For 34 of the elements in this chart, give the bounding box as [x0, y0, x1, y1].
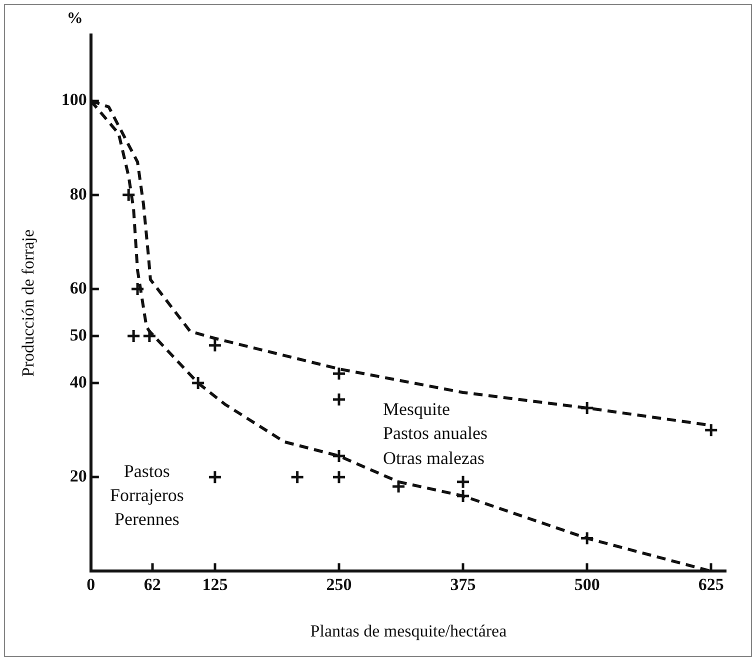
x-tick-label: 375	[450, 574, 476, 594]
annotation: Mesquite Pastos anuales Otras malezas	[383, 398, 488, 470]
point	[208, 338, 222, 353]
y-tick-label: 50	[70, 325, 87, 344]
point	[190, 376, 206, 390]
point	[121, 188, 136, 202]
x-tick-label: 625	[698, 574, 724, 594]
point	[126, 328, 141, 344]
y-tick-label: 80	[70, 184, 87, 204]
point	[456, 474, 470, 490]
x-tick-label: 0	[86, 574, 96, 594]
y-tick-label: 40	[70, 372, 87, 392]
point	[290, 470, 305, 484]
annotation: Pastos Forrajeros Perennes	[110, 460, 184, 532]
x-tick-label: 125	[202, 574, 228, 594]
y-tick-label: 20	[70, 466, 87, 486]
point	[332, 366, 346, 381]
point	[332, 470, 346, 484]
y-axis-title: Producción de forraje	[18, 229, 38, 377]
x-tick-label: 500	[574, 574, 600, 594]
point	[208, 470, 222, 484]
y-tick-label: 100	[61, 90, 87, 110]
x-tick-label: 250	[326, 574, 352, 594]
x-axis-title: Plantas de mesquite/hectárea	[310, 621, 508, 640]
point	[580, 531, 594, 546]
y-tick-label: 60	[70, 278, 87, 298]
point	[704, 422, 718, 438]
text: %	[66, 10, 83, 28]
point	[332, 448, 346, 464]
point	[130, 282, 145, 296]
point	[332, 392, 346, 407]
x-tick-label: 62	[144, 574, 161, 594]
point	[456, 488, 470, 504]
point	[391, 479, 406, 494]
